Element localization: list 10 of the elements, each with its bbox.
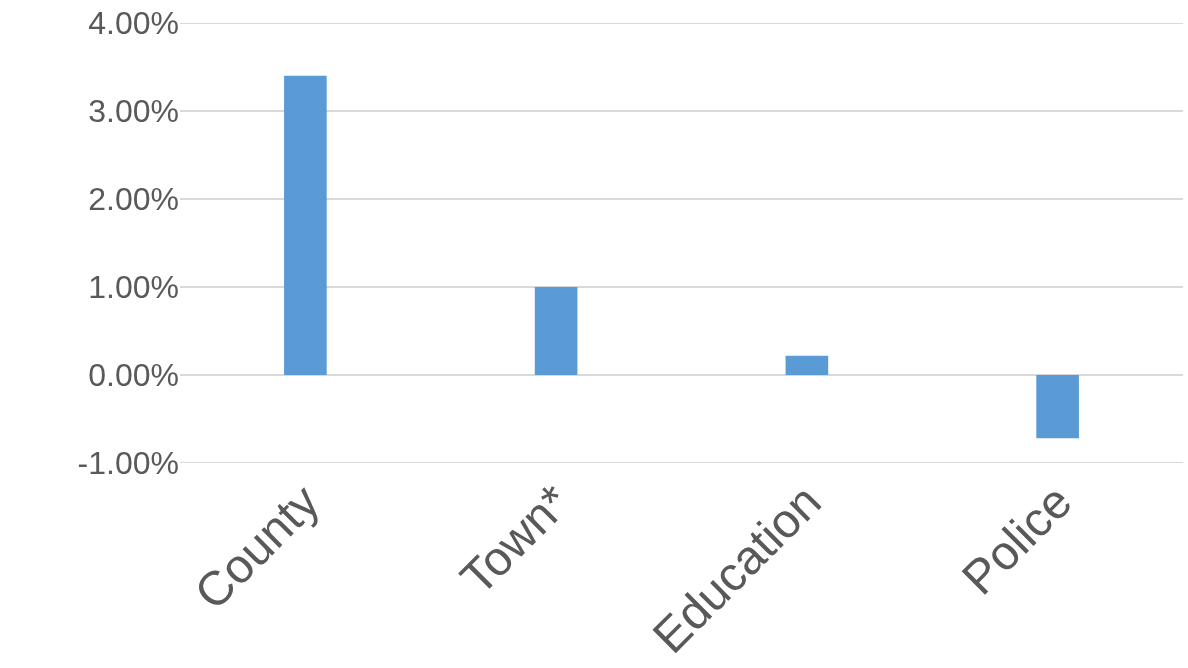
- bar: [534, 287, 578, 375]
- y-tick-label: 3.00%: [88, 93, 179, 130]
- y-tick-label: 1.00%: [88, 269, 179, 306]
- bar: [284, 75, 327, 375]
- y-tick-label: -1.00%: [77, 445, 179, 482]
- y-tick-label: 0.00%: [88, 357, 179, 394]
- bar: [785, 355, 829, 375]
- y-tick-label: 4.00%: [88, 5, 179, 42]
- bar: [1036, 375, 1079, 439]
- y-tick-label: 2.00%: [88, 181, 179, 218]
